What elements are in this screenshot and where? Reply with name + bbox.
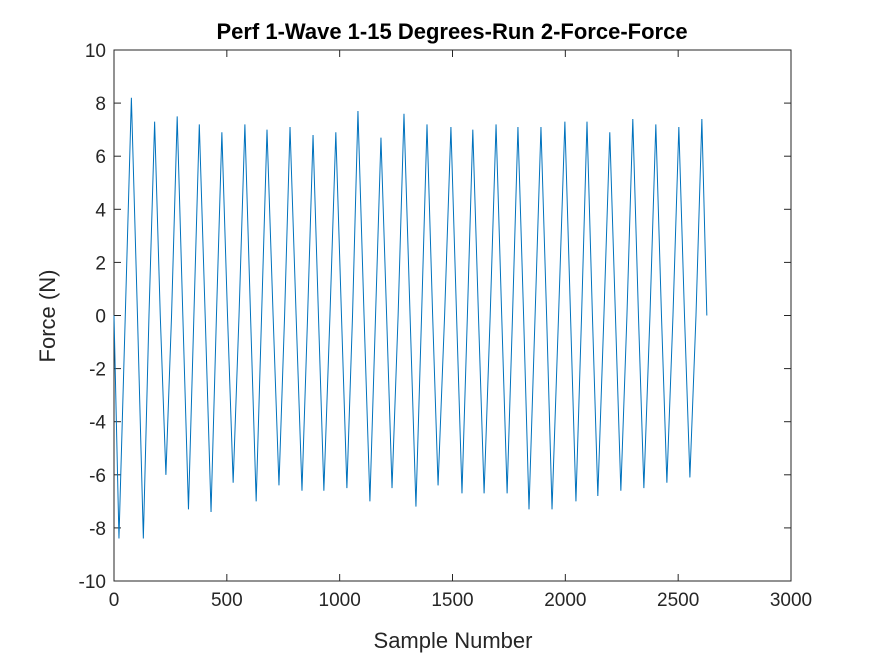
data-line — [113, 97, 708, 539]
y-tick-label: 8 — [95, 94, 106, 115]
y-tick-label: 10 — [85, 41, 106, 62]
x-tick-label: 2000 — [544, 590, 586, 611]
y-tick-label: 6 — [95, 147, 106, 168]
x-axis-label: Sample Number — [374, 628, 533, 653]
x-tick-label: 3000 — [770, 590, 812, 611]
y-tick-label: -8 — [89, 519, 106, 540]
y-axis-label: Force (N) — [35, 270, 60, 363]
y-tick-label: -2 — [89, 360, 106, 381]
y-tick-label: -10 — [79, 572, 106, 593]
y-tick-label: 4 — [95, 200, 106, 221]
x-tick-label: 500 — [211, 590, 243, 611]
x-tick-label: 0 — [109, 590, 120, 611]
plot-area — [113, 49, 792, 582]
y-tick-label: -6 — [89, 466, 106, 487]
x-tick-label: 1000 — [319, 590, 361, 611]
y-tick-label: 2 — [95, 253, 106, 274]
chart-title: Perf 1-Wave 1-15 Degrees-Run 2-Force-For… — [216, 19, 687, 44]
y-tick-label: 0 — [95, 307, 106, 328]
y-tick-label: -4 — [89, 413, 106, 434]
x-tick-label: 2500 — [657, 590, 699, 611]
x-tick-label: 1500 — [431, 590, 473, 611]
